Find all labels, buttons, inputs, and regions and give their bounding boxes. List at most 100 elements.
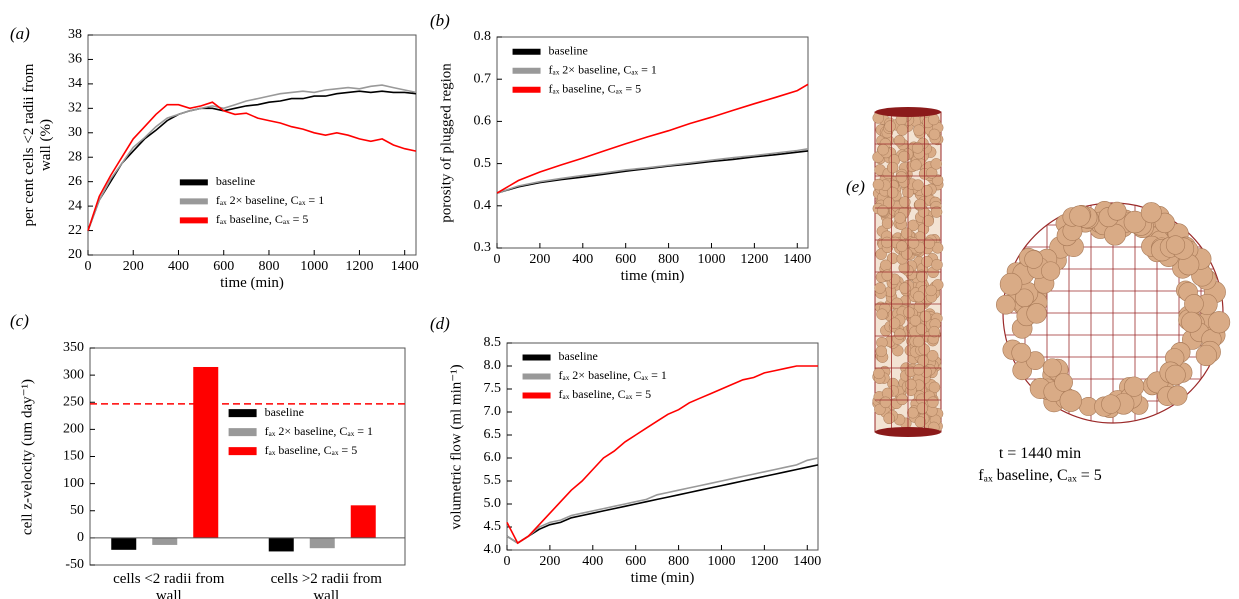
x-tick-label: 200 <box>123 259 144 274</box>
panel-label: (b) <box>430 11 450 30</box>
y-tick-label: 100 <box>63 476 84 491</box>
particle <box>894 328 906 340</box>
particle <box>907 237 920 249</box>
y-tick-label: 24 <box>68 198 82 213</box>
particle <box>922 215 935 227</box>
particle <box>919 310 932 323</box>
particle <box>884 120 896 132</box>
x-tick-label: 1400 <box>391 259 419 274</box>
x-tick-label: 0 <box>504 554 511 569</box>
particle <box>1124 376 1145 397</box>
particle <box>1104 223 1126 246</box>
series-line <box>496 83 809 194</box>
x-tick-label: 600 <box>625 554 646 569</box>
x-tick-label: 0 <box>85 259 92 274</box>
x-axis-label: time (min) <box>630 570 695 586</box>
y-tick-label: 32 <box>68 101 82 116</box>
x-tick-label: cells >2 radii from wall <box>270 571 382 599</box>
particle <box>886 186 899 199</box>
legend-label: fₐₓ baseline, Cₐₓ = 5 <box>265 443 358 457</box>
legend-label: baseline <box>559 349 598 363</box>
y-tick-label: 6.0 <box>484 450 502 465</box>
x-tick-label: 800 <box>658 252 679 267</box>
particle <box>927 396 939 408</box>
legend-label: fₐₓ 2× baseline, Cₐₓ = 1 <box>559 368 667 382</box>
particle <box>1184 294 1204 314</box>
particle <box>896 393 908 406</box>
particle <box>911 142 924 154</box>
particle <box>877 204 889 217</box>
x-tick-label: 400 <box>582 554 603 569</box>
x-tick-label: 200 <box>529 252 550 267</box>
particle <box>916 402 929 414</box>
x-tick-label: 1000 <box>697 252 725 267</box>
particle <box>1140 202 1162 224</box>
particle <box>923 237 935 250</box>
legend-label: fₐₓ 2× baseline, Cₐₓ = 1 <box>549 63 657 77</box>
y-tick-label: 250 <box>63 394 84 409</box>
x-tick-label: 1200 <box>740 252 768 267</box>
particle <box>893 134 906 147</box>
series-line <box>496 150 809 194</box>
particle <box>879 259 892 272</box>
particle <box>909 314 922 327</box>
y-tick-label: 7.5 <box>484 381 502 396</box>
x-tick-label: 400 <box>168 259 189 274</box>
particle <box>1123 210 1147 234</box>
series-line <box>496 148 809 194</box>
y-tick-label: 200 <box>63 422 84 437</box>
caption: t = 1440 min <box>998 445 1082 462</box>
x-tick-label: cells <2 radii from wall <box>113 571 225 599</box>
particle <box>1054 373 1073 392</box>
particle <box>896 240 908 252</box>
legend-label: baseline <box>216 174 255 188</box>
particle <box>1165 235 1186 255</box>
particle <box>1207 311 1231 334</box>
y-tick-label: -50 <box>65 557 84 572</box>
series-line <box>87 90 417 231</box>
rendering <box>872 107 1231 437</box>
legend-label: baseline <box>549 44 588 58</box>
particle <box>888 317 901 329</box>
particle <box>1059 389 1082 412</box>
particle <box>899 282 911 294</box>
particle <box>930 158 942 170</box>
y-axis-label: volumetric flow (ml min⁻¹) <box>448 363 465 530</box>
y-axis-label: cell z-velocity (um day⁻¹) <box>19 378 36 535</box>
x-tick-label: 1200 <box>345 259 373 274</box>
particle <box>912 335 925 348</box>
particle <box>1041 261 1061 281</box>
particle <box>876 308 888 320</box>
y-tick-label: 7.0 <box>484 404 502 419</box>
y-tick-label: 0.8 <box>474 29 492 44</box>
plot-frame <box>506 342 819 551</box>
particle <box>1011 342 1032 363</box>
y-tick-label: 5.0 <box>484 496 502 511</box>
y-tick-label: 150 <box>63 449 84 464</box>
y-tick-label: 0.7 <box>474 71 492 86</box>
panel-label: (d) <box>430 314 450 333</box>
particle <box>910 159 922 171</box>
particle <box>1024 250 1043 269</box>
x-axis-label: time (min) <box>620 268 685 284</box>
particle <box>905 378 917 391</box>
y-tick-label: 20 <box>68 247 82 262</box>
particle <box>881 236 893 249</box>
particle <box>1107 201 1127 221</box>
x-tick-label: 1000 <box>300 259 328 274</box>
panel-label: (e) <box>846 177 865 196</box>
particle <box>914 198 926 211</box>
particle <box>1195 344 1217 367</box>
particle <box>895 171 908 183</box>
legend-label: baseline <box>265 405 304 419</box>
y-tick-label: 4.0 <box>484 542 502 557</box>
bar <box>350 505 376 538</box>
particle <box>912 363 925 376</box>
x-tick-label: 1400 <box>793 554 821 569</box>
x-tick-label: 0 <box>494 252 501 267</box>
y-tick-label: 0.3 <box>474 240 492 255</box>
x-tick-label: 1400 <box>783 252 811 267</box>
particle <box>883 412 895 425</box>
x-tick-label: 1200 <box>750 554 778 569</box>
series-line <box>506 457 819 545</box>
